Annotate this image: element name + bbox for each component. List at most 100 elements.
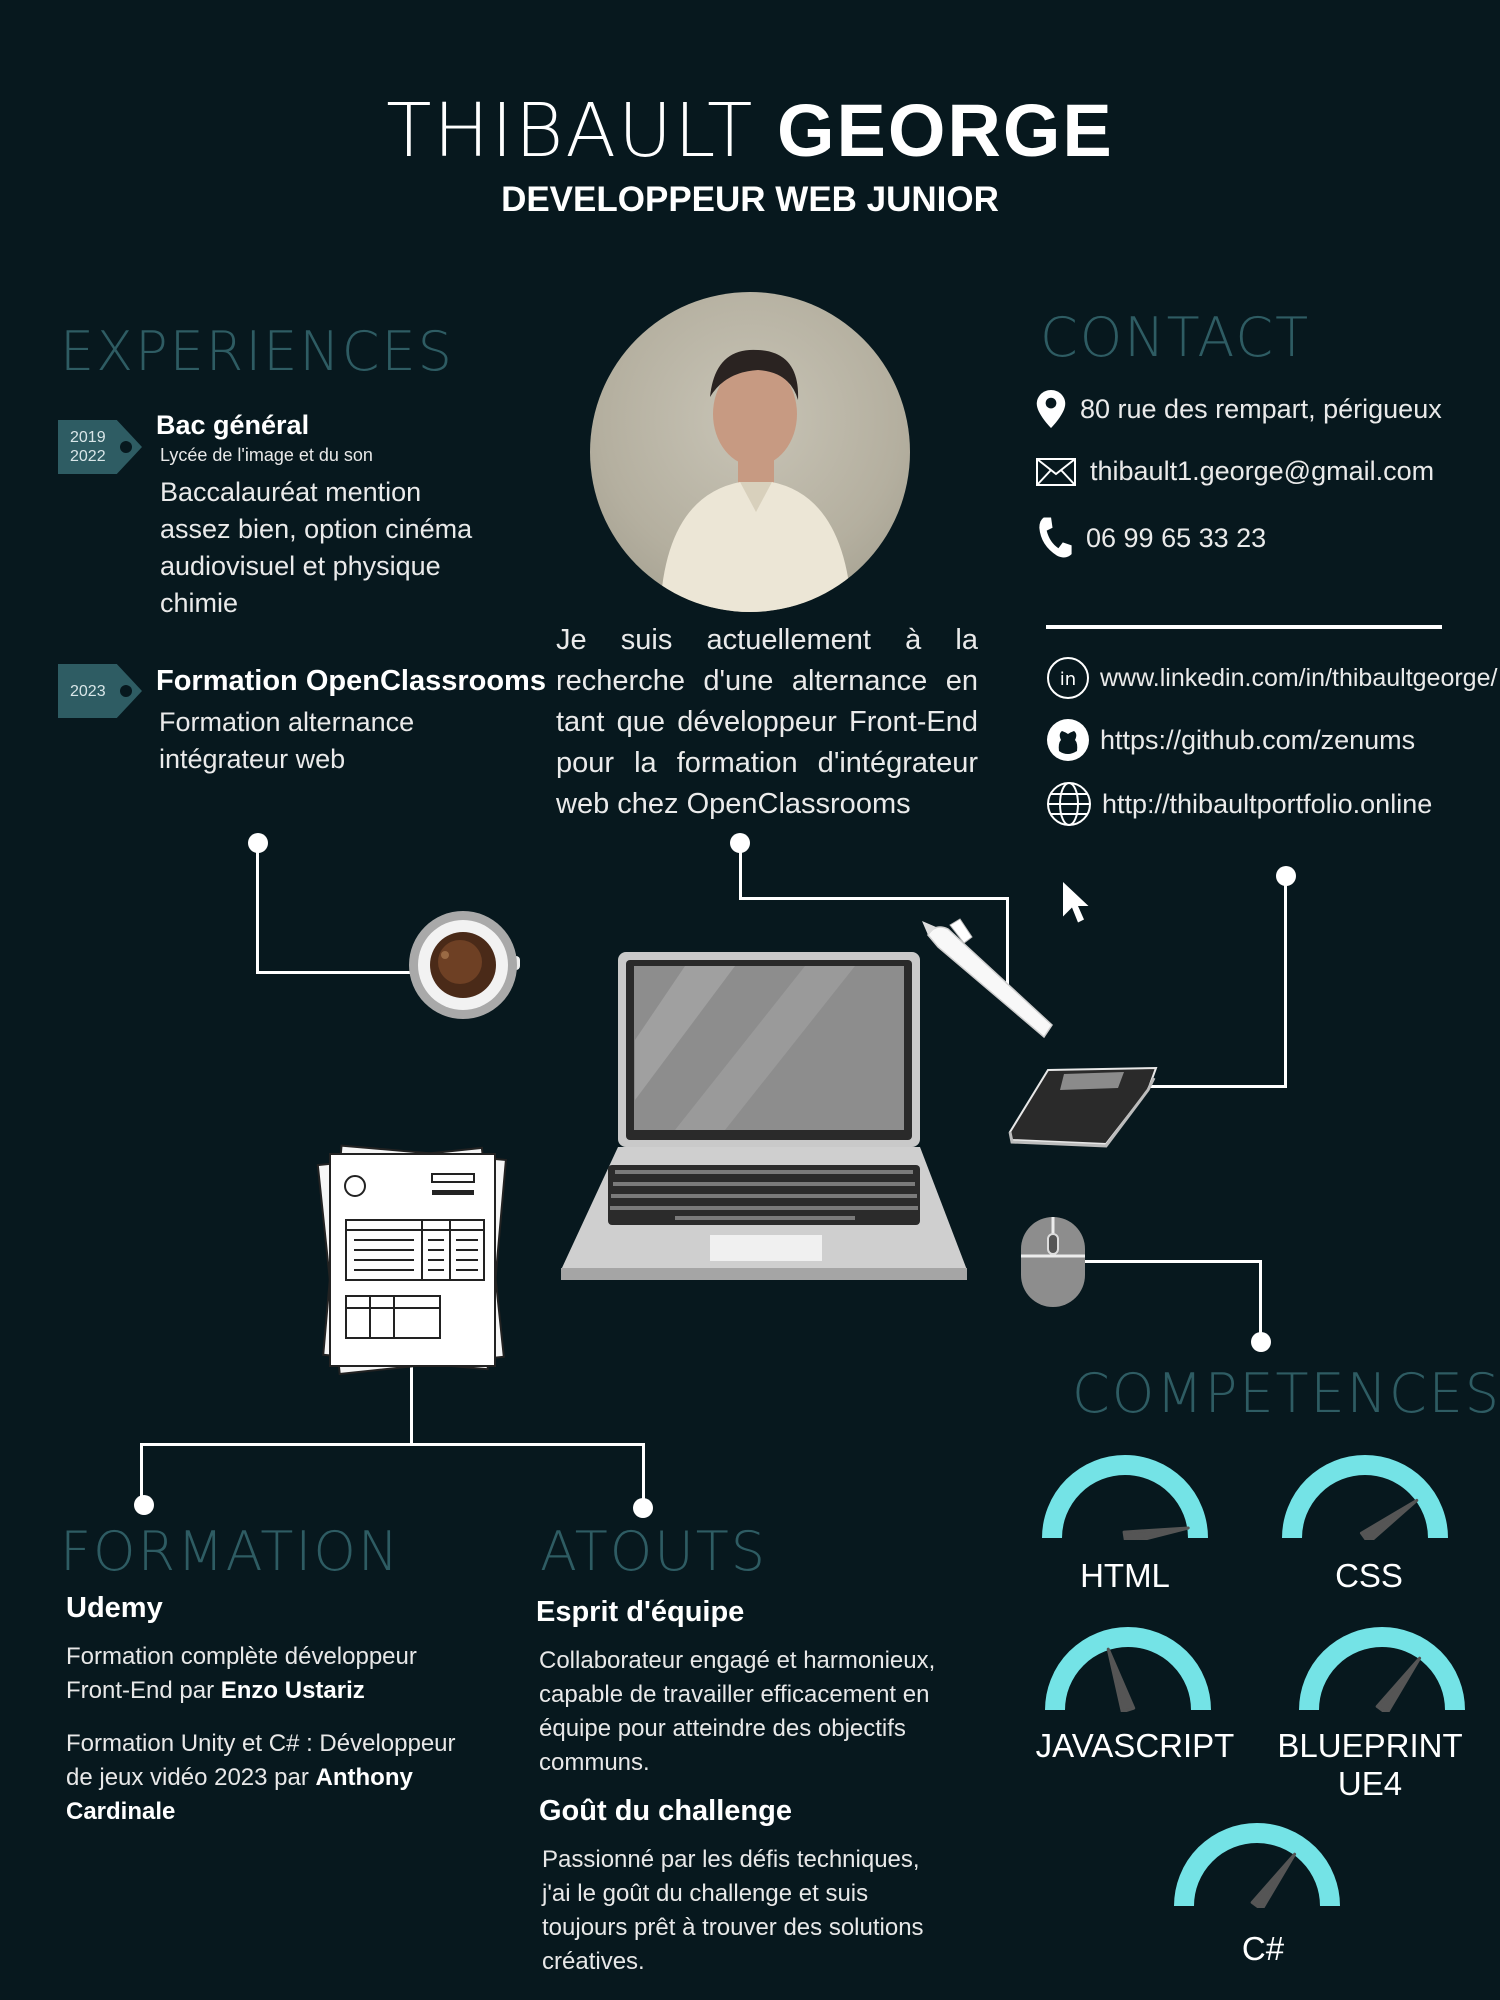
connector-line xyxy=(739,897,1009,900)
email-link[interactable]: thibault1.george@gmail.com xyxy=(1090,456,1435,486)
experience-description: Formation alternance intégrateur web xyxy=(159,704,556,778)
last-name: GEORGE xyxy=(776,89,1114,172)
experience-subtitle: Lycée de l'image et du son xyxy=(160,445,373,465)
about-line: Je suis actuellement à la xyxy=(556,624,978,656)
atout-description: Collaborateur engagé et harmonieux, capa… xyxy=(539,1644,959,1780)
skill-label: HTML xyxy=(1080,1557,1170,1594)
address-text: 80 rue des rempart, périgueux xyxy=(1080,393,1442,424)
description-line: Baccalauréat mention xyxy=(160,477,422,507)
connector-line xyxy=(140,1443,143,1501)
atout-description: Passionné par les défis techniques, j'ai… xyxy=(542,1843,962,1979)
profile-photo xyxy=(590,292,910,612)
connector-line xyxy=(1006,897,1009,987)
phone-device-icon xyxy=(1008,1066,1158,1148)
phone-icon xyxy=(1039,517,1072,558)
atout-line: équipe pour atteindre des objectifs xyxy=(539,1715,906,1742)
skill-gauge xyxy=(1282,1455,1448,1540)
skill-label: BLUEPRINT UE4 xyxy=(1277,1727,1463,1802)
atout-line: toujours prêt à trouver des solutions xyxy=(542,1914,924,1941)
github-link[interactable]: https://github.com/zenums xyxy=(1100,724,1416,755)
laptop-icon xyxy=(561,952,967,1280)
atout-line: j'ai le goût du challenge et suis xyxy=(542,1880,869,1907)
year-start: 2023 xyxy=(70,682,106,700)
email-row: thibault1.george@gmail.com xyxy=(1036,456,1434,487)
first-name: THIBAULT xyxy=(386,88,755,174)
year-tag: 2019 2022 xyxy=(58,420,142,474)
skill-gauge xyxy=(1299,1627,1465,1712)
experience-item: Bac général Lycée de l'image et du son B… xyxy=(156,410,536,622)
job-title: DEVELOPPEUR WEB JUNIOR xyxy=(501,180,999,219)
experience-item: Formation OpenClassrooms Formation alter… xyxy=(156,665,556,778)
portfolio-link[interactable]: http://thibaultportfolio.online xyxy=(1102,788,1433,819)
connector-line xyxy=(1080,1260,1260,1263)
year-end: 2022 xyxy=(70,448,106,465)
connector-line xyxy=(256,843,259,973)
connector-line xyxy=(410,1360,413,1445)
globe-icon xyxy=(1047,782,1091,826)
atouts-title: ATOUTS xyxy=(540,1520,768,1583)
atout-line: créatives. xyxy=(542,1948,645,1975)
connector-line xyxy=(642,1443,645,1503)
linkedin-icon: in xyxy=(1047,657,1089,699)
atout-line: Collaborateur engagé et harmonieux, xyxy=(539,1647,936,1674)
atout-title: Esprit d'équipe xyxy=(536,1596,745,1628)
divider xyxy=(1046,625,1442,629)
formation-author: Enzo Ustariz xyxy=(220,1677,365,1704)
experience-title: Bac général xyxy=(156,410,310,440)
pen-icon xyxy=(922,918,1053,1039)
address-row: 80 rue des rempart, périgueux xyxy=(1036,390,1442,428)
skill-gauge xyxy=(1045,1627,1211,1712)
skill-gauge xyxy=(1174,1823,1340,1908)
formation-title: FORMATION xyxy=(60,1520,401,1583)
formation-line: Formation Unity et C# : Développeur xyxy=(66,1730,456,1757)
atout-line: capable de travailler efficacement en xyxy=(539,1681,930,1708)
skill-label: JAVASCRIPT xyxy=(1035,1727,1235,1764)
person-illustration xyxy=(660,349,852,612)
linkedin-row: in www.linkedin.com/in/thibaultgeorge/ xyxy=(1046,656,1497,700)
year-start: 2019 xyxy=(70,429,106,446)
linkedin-link[interactable]: www.linkedin.com/in/thibaultgeorge/ xyxy=(1100,663,1498,692)
formation-school: Udemy xyxy=(66,1592,163,1624)
connector-line xyxy=(1284,876,1287,1088)
skill-gauge xyxy=(1042,1455,1208,1540)
skill-label: CSS xyxy=(1335,1557,1403,1594)
description-line: assez bien, option cinéma xyxy=(160,514,473,544)
year-tag: 2023 xyxy=(58,664,142,718)
about-line: recherche d'une alternance en xyxy=(556,665,978,697)
name: THIBAULT GEORGE xyxy=(0,88,1500,174)
svg-text:in: in xyxy=(1060,669,1076,690)
github-row: https://github.com/zenums xyxy=(1046,718,1415,762)
documents-icon xyxy=(316,1144,507,1376)
formation-author: Anthony xyxy=(315,1764,413,1791)
connector-line xyxy=(739,843,742,899)
skill-label: C# xyxy=(1241,1930,1285,1967)
connector-dot xyxy=(134,1495,154,1515)
description-line: audiovisuel et physique xyxy=(160,551,441,581)
description-line: intégrateur web xyxy=(159,744,346,774)
connector-dot xyxy=(1251,1332,1271,1352)
coffee-cup-icon xyxy=(409,911,520,1019)
about-line: pour la formation d'intégrateur xyxy=(556,747,978,779)
contact-title: CONTACT xyxy=(1040,306,1311,369)
connector-dot xyxy=(633,1498,653,1518)
mail-icon xyxy=(1036,457,1076,486)
formation-line: Front-End par Enzo Ustariz xyxy=(66,1674,506,1708)
atout-title: Goût du challenge xyxy=(539,1795,792,1827)
competences-title: COMPETENCES xyxy=(1072,1362,1500,1425)
formation-line-text: Front-End par xyxy=(66,1677,221,1704)
header: THIBAULT GEORGE DEVELOPPEUR WEB JUNIOR xyxy=(0,90,1500,220)
about-line: web chez OpenClassrooms xyxy=(556,788,911,820)
formation-line-text: de jeux vidéo 2023 par xyxy=(66,1764,316,1791)
portfolio-row: http://thibaultportfolio.online xyxy=(1046,781,1432,827)
formation-line: de jeux vidéo 2023 par Anthony xyxy=(66,1761,526,1795)
description-line: Formation alternance xyxy=(159,707,415,737)
experience-title: Formation OpenClassrooms xyxy=(156,665,546,697)
about-line: tant que développeur Front-End xyxy=(556,706,978,738)
formation-item: Formation Unity et C# : Développeur de j… xyxy=(66,1727,526,1829)
connector-line xyxy=(1259,1260,1262,1340)
github-icon xyxy=(1047,719,1089,761)
experiences-title: EXPERIENCES xyxy=(60,320,454,383)
phone-text: 06 99 65 33 23 xyxy=(1086,522,1267,553)
connector-line xyxy=(256,971,411,974)
formation-item: Formation complète développeur Front-End… xyxy=(66,1640,506,1708)
